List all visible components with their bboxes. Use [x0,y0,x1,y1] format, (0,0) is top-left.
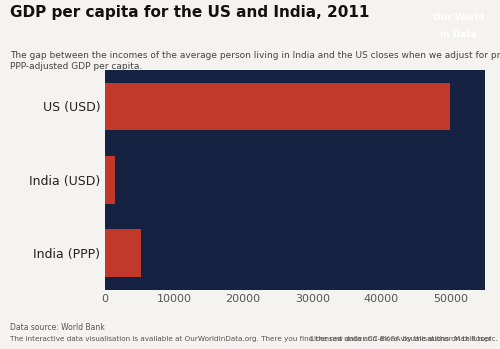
Text: in Data: in Data [440,30,477,39]
Text: Our World: Our World [433,13,484,22]
Text: The interactive data visualisation is available at OurWorldInData.org. There you: The interactive data visualisation is av… [10,336,498,342]
Bar [105,83,450,130]
Text: GDP per capita for the US and India, 2011: GDP per capita for the US and India, 201… [10,5,370,20]
Bar [105,156,116,203]
Text: Data source: World Bank: Data source: World Bank [10,323,105,332]
Text: Licensed under CC-BY-SA by the author Max Roser: Licensed under CC-BY-SA by the author Ma… [310,336,492,342]
Text: The gap between the incomes of the average person living in India and the US clo: The gap between the incomes of the avera… [10,51,500,72]
Bar [105,229,141,277]
